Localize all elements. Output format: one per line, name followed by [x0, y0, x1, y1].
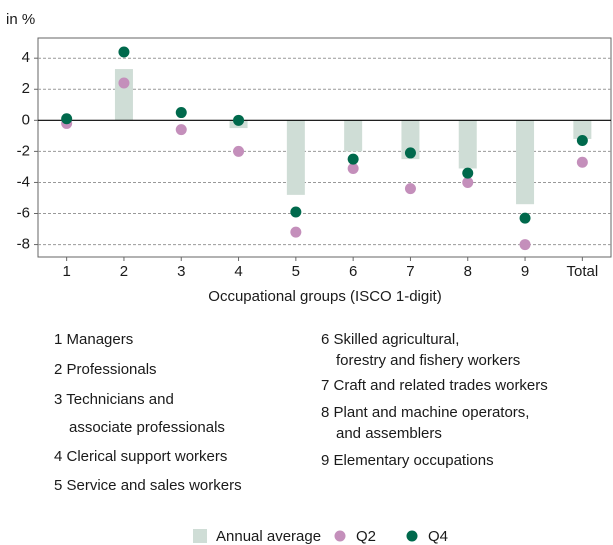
note: 6 Skilled agricultural, [321, 331, 459, 348]
x-tick-label: 6 [349, 263, 357, 280]
bar [458, 120, 477, 169]
dot [118, 46, 130, 58]
y-tick-label: -2 [17, 142, 30, 159]
legend-label: Annual average [216, 528, 321, 545]
x-tick-label: 2 [120, 263, 128, 280]
dot [175, 107, 187, 119]
note: 1 Managers [54, 331, 133, 348]
note: 9 Elementary occupations [321, 452, 494, 469]
dot [61, 113, 73, 125]
dot [404, 183, 416, 195]
legend-swatch [193, 529, 207, 543]
bar [114, 69, 133, 121]
dot [519, 212, 531, 224]
legend-label: Q4 [428, 528, 448, 545]
note: associate professionals [69, 419, 225, 436]
x-tick-label: 4 [234, 263, 242, 280]
bar [401, 120, 420, 160]
legend-swatch [334, 530, 346, 542]
dot [233, 114, 245, 126]
bar [516, 120, 535, 205]
dot [462, 167, 474, 179]
x-tick-label: 8 [464, 263, 472, 280]
bar [344, 120, 363, 152]
dot [347, 153, 359, 165]
dot [347, 162, 359, 174]
dot [290, 226, 302, 238]
dot [290, 206, 302, 218]
note: 5 Service and sales workers [54, 477, 242, 494]
dot [576, 156, 588, 168]
plot-frame [37, 37, 612, 258]
dot [519, 239, 531, 251]
note: 7 Craft and related trades workers [321, 377, 548, 394]
y-tick-label: -4 [17, 173, 30, 190]
dot [233, 145, 245, 157]
bar [573, 120, 592, 139]
dot [175, 124, 187, 136]
y-unit-label: in % [6, 11, 35, 28]
y-tick-label: 4 [22, 49, 30, 66]
note: forestry and fishery workers [336, 352, 520, 369]
note: 8 Plant and machine operators, [321, 404, 529, 421]
note: 3 Technicians and [54, 391, 174, 408]
dot [462, 176, 474, 188]
y-tick-label: 0 [22, 111, 30, 128]
y-tick-label: -8 [17, 236, 30, 253]
note: 2 Professionals [54, 361, 157, 378]
dot [404, 147, 416, 159]
dot [576, 135, 588, 147]
x-tick-label: 1 [62, 263, 70, 280]
y-tick-label: -6 [17, 204, 30, 221]
note: and assemblers [336, 425, 442, 442]
x-tick-label: 3 [177, 263, 185, 280]
x-tick-label: 7 [406, 263, 414, 280]
x-tick-label: 9 [521, 263, 529, 280]
bar [286, 120, 305, 195]
dot [118, 77, 130, 89]
legend-label: Q2 [356, 528, 376, 545]
x-axis-label: Occupational groups (ISCO 1-digit) [208, 288, 441, 305]
note: 4 Clerical support workers [54, 448, 227, 465]
x-tick-label: 5 [292, 263, 300, 280]
legend-swatch [406, 530, 418, 542]
x-tick-label: Total [567, 263, 599, 280]
y-tick-label: 2 [22, 80, 30, 97]
